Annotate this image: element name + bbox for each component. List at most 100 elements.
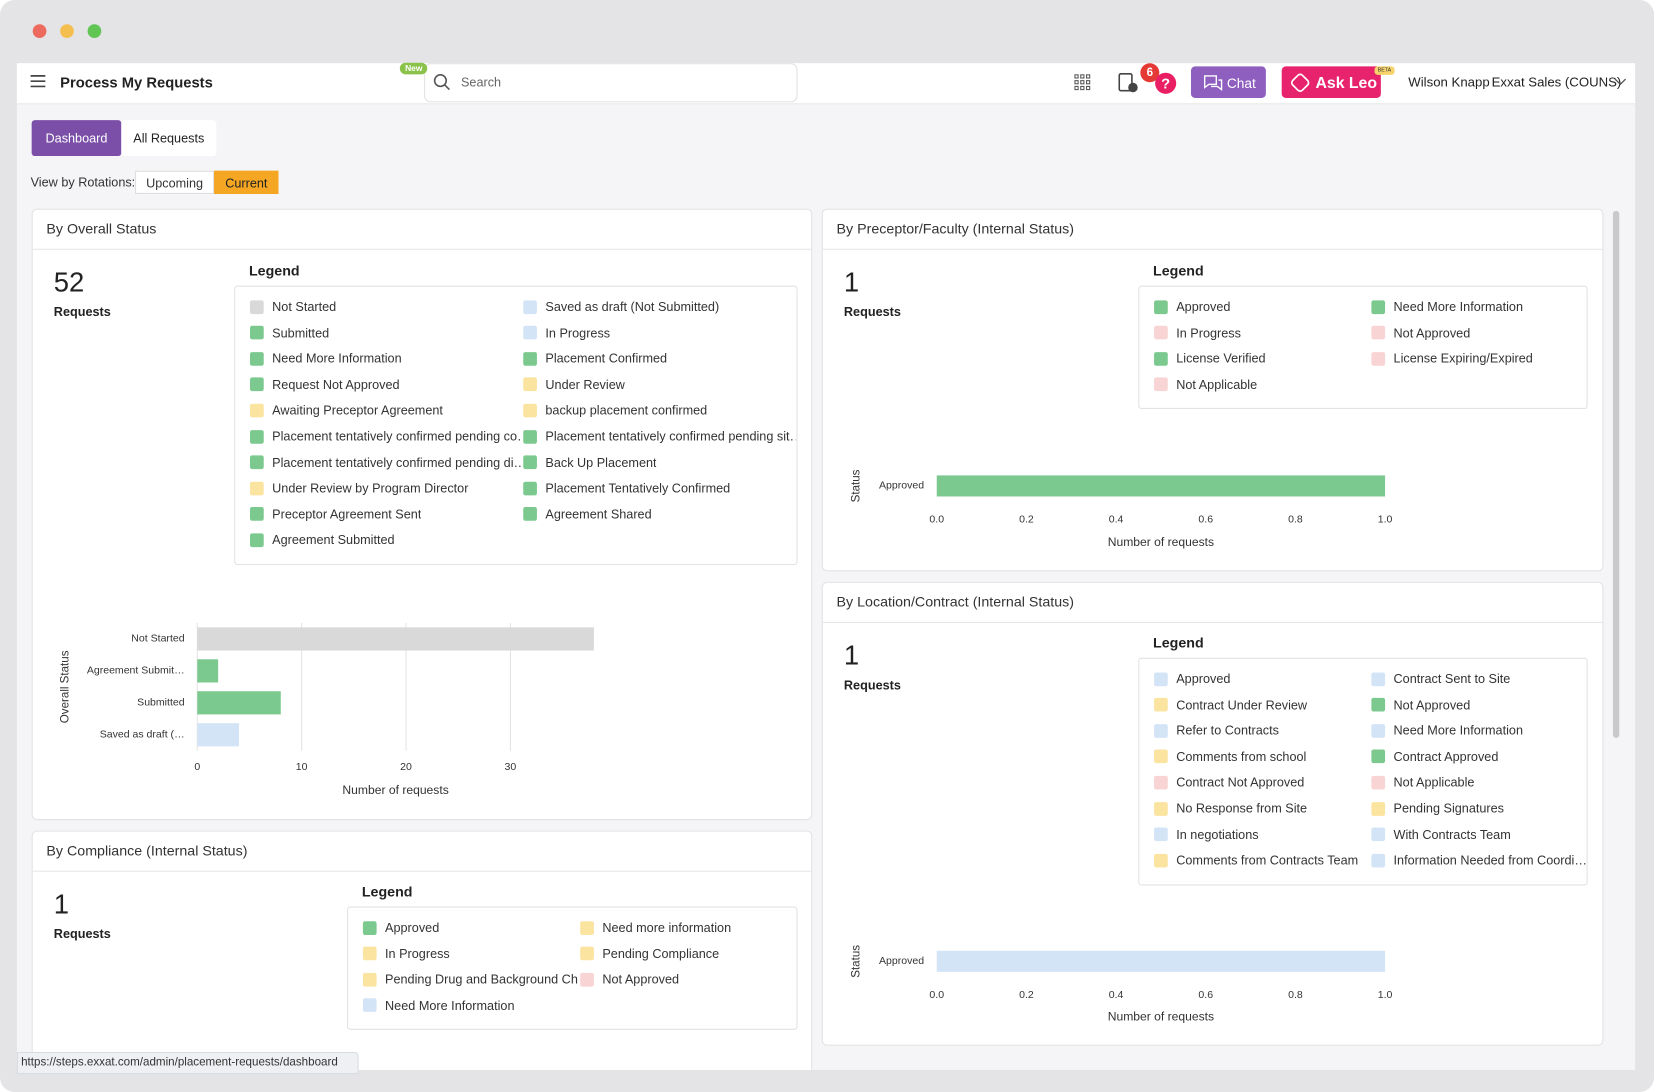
legend-label: Pending Drug and Background Ch… (385, 972, 580, 987)
legend-label: Placement tentatively confirmed pending … (272, 454, 523, 470)
legend-swatch (250, 481, 264, 496)
tasks-doc (1118, 72, 1133, 92)
legend-label: Placement tentatively confirmed pending … (545, 429, 796, 444)
legend-box (234, 285, 798, 565)
legend-swatch (523, 455, 537, 470)
legend-swatch (523, 299, 537, 314)
legend-label: Refer to Contracts (1176, 723, 1279, 739)
request-count: 52 (53, 266, 85, 298)
legend-swatch (523, 377, 537, 392)
legend-label: Approved (1176, 299, 1231, 315)
legend-label: Approved (385, 920, 440, 935)
status-url: https://steps.exxat.com/admin/placement-… (21, 1056, 338, 1069)
ask-leo-button[interactable] (1281, 66, 1381, 99)
legend-label: Placement tentatively confirmed pending … (272, 429, 523, 444)
legend-title: Legend (248, 262, 300, 279)
panel-title: By Overall Status (46, 220, 157, 237)
chat-button[interactable] (1190, 66, 1266, 99)
org-dropdown-icon[interactable] (1614, 77, 1627, 88)
legend-swatch (523, 351, 537, 366)
legend-swatch (1371, 299, 1386, 314)
help-icon[interactable]: ? (1155, 72, 1177, 94)
legend-swatch (250, 299, 264, 314)
legend-label: Need More Information (1393, 299, 1523, 315)
legend-label: Placement Tentatively Confirmed (545, 480, 731, 496)
request-count-label: Requests (53, 304, 111, 320)
legend-swatch (362, 946, 377, 961)
panel-title: By Compliance (Internal Status) (46, 842, 248, 859)
legend-label: Contract Under Review (1176, 697, 1308, 713)
legend-label: Approved (1176, 671, 1231, 687)
panel-divider (821, 248, 1604, 250)
panel-divider (821, 621, 1604, 623)
panel (31, 830, 813, 1070)
legend-label: Back Up Placement (545, 454, 657, 470)
apps-icon[interactable] (1074, 74, 1091, 91)
legend-swatch (1371, 827, 1386, 842)
request-count: 1 (53, 888, 70, 920)
legend-label: Need More Information (272, 351, 402, 366)
ask-leo-icon (1290, 73, 1310, 92)
ask-leo-diamond (1290, 73, 1310, 92)
legend-label: Under Review by Program Director (272, 480, 469, 496)
legend-swatch (1154, 697, 1168, 712)
legend-swatch (1154, 749, 1168, 764)
request-count-label: Requests (53, 926, 111, 942)
legend-label: Need More Information (385, 998, 515, 1013)
tab[interactable]: Dashboard (31, 120, 122, 157)
apps-dots (1074, 74, 1091, 91)
legend-label: In Progress (1176, 325, 1241, 341)
legend-swatch (1371, 351, 1386, 366)
legend-swatch (250, 455, 264, 470)
legend-label: Pending Signatures (1393, 801, 1505, 816)
legend-label: Not Approved (1393, 325, 1471, 341)
legend-label: Not Applicable (1393, 775, 1475, 790)
legend-swatch (1154, 299, 1168, 314)
legend-label: Not Approved (602, 972, 680, 987)
chat-icon (1204, 75, 1223, 91)
status-bar (16, 1051, 359, 1075)
rotation-option[interactable]: Current (214, 170, 279, 194)
legend-box (347, 906, 798, 1030)
legend-swatch (362, 920, 377, 935)
search-box[interactable] (424, 63, 798, 103)
legend-swatch (1154, 671, 1168, 686)
legend-swatch (1371, 325, 1386, 340)
organization[interactable]: Exxat Sales (COUNS) (1491, 74, 1622, 90)
legend-label: In negotiations (1176, 827, 1259, 842)
legend-label: Submitted (272, 325, 330, 341)
legend-swatch (250, 377, 264, 392)
legend-label: Under Review (545, 377, 625, 392)
chevron (1614, 78, 1627, 86)
search-circle (433, 74, 448, 88)
legend-label: Saved as draft (Not Submitted) (545, 299, 720, 315)
legend-swatch (1371, 749, 1386, 764)
legend-swatch (1154, 775, 1168, 790)
minimize-button[interactable] (60, 24, 74, 38)
tasks-icon[interactable] (1118, 72, 1139, 94)
zoom-button[interactable] (87, 24, 102, 38)
legend-swatch (1154, 325, 1168, 340)
close-button[interactable] (32, 24, 47, 38)
menu-icon[interactable] (30, 74, 47, 89)
legend-swatch (523, 507, 537, 522)
legend-label: License Expiring/Expired (1393, 351, 1533, 366)
tab[interactable]: All Requests (121, 120, 217, 157)
legend-swatch (523, 481, 537, 496)
request-count: 1 (843, 639, 860, 671)
legend-swatch (250, 507, 264, 522)
search-placeholder: Search (460, 74, 502, 90)
rotation-option[interactable]: Upcoming (135, 170, 215, 194)
legend-box (1138, 285, 1588, 409)
panel-divider (31, 870, 813, 872)
legend-swatch (250, 351, 264, 366)
scrollbar-thumb[interactable] (1612, 210, 1620, 738)
panel (31, 208, 813, 821)
app-title: Process My Requests (60, 73, 213, 91)
legend-swatch (1371, 671, 1386, 686)
legend-title: Legend (1153, 262, 1204, 279)
beta-badge: BETA (1374, 66, 1395, 75)
chat-bubbles (1204, 75, 1223, 91)
legend-swatch (250, 429, 264, 444)
